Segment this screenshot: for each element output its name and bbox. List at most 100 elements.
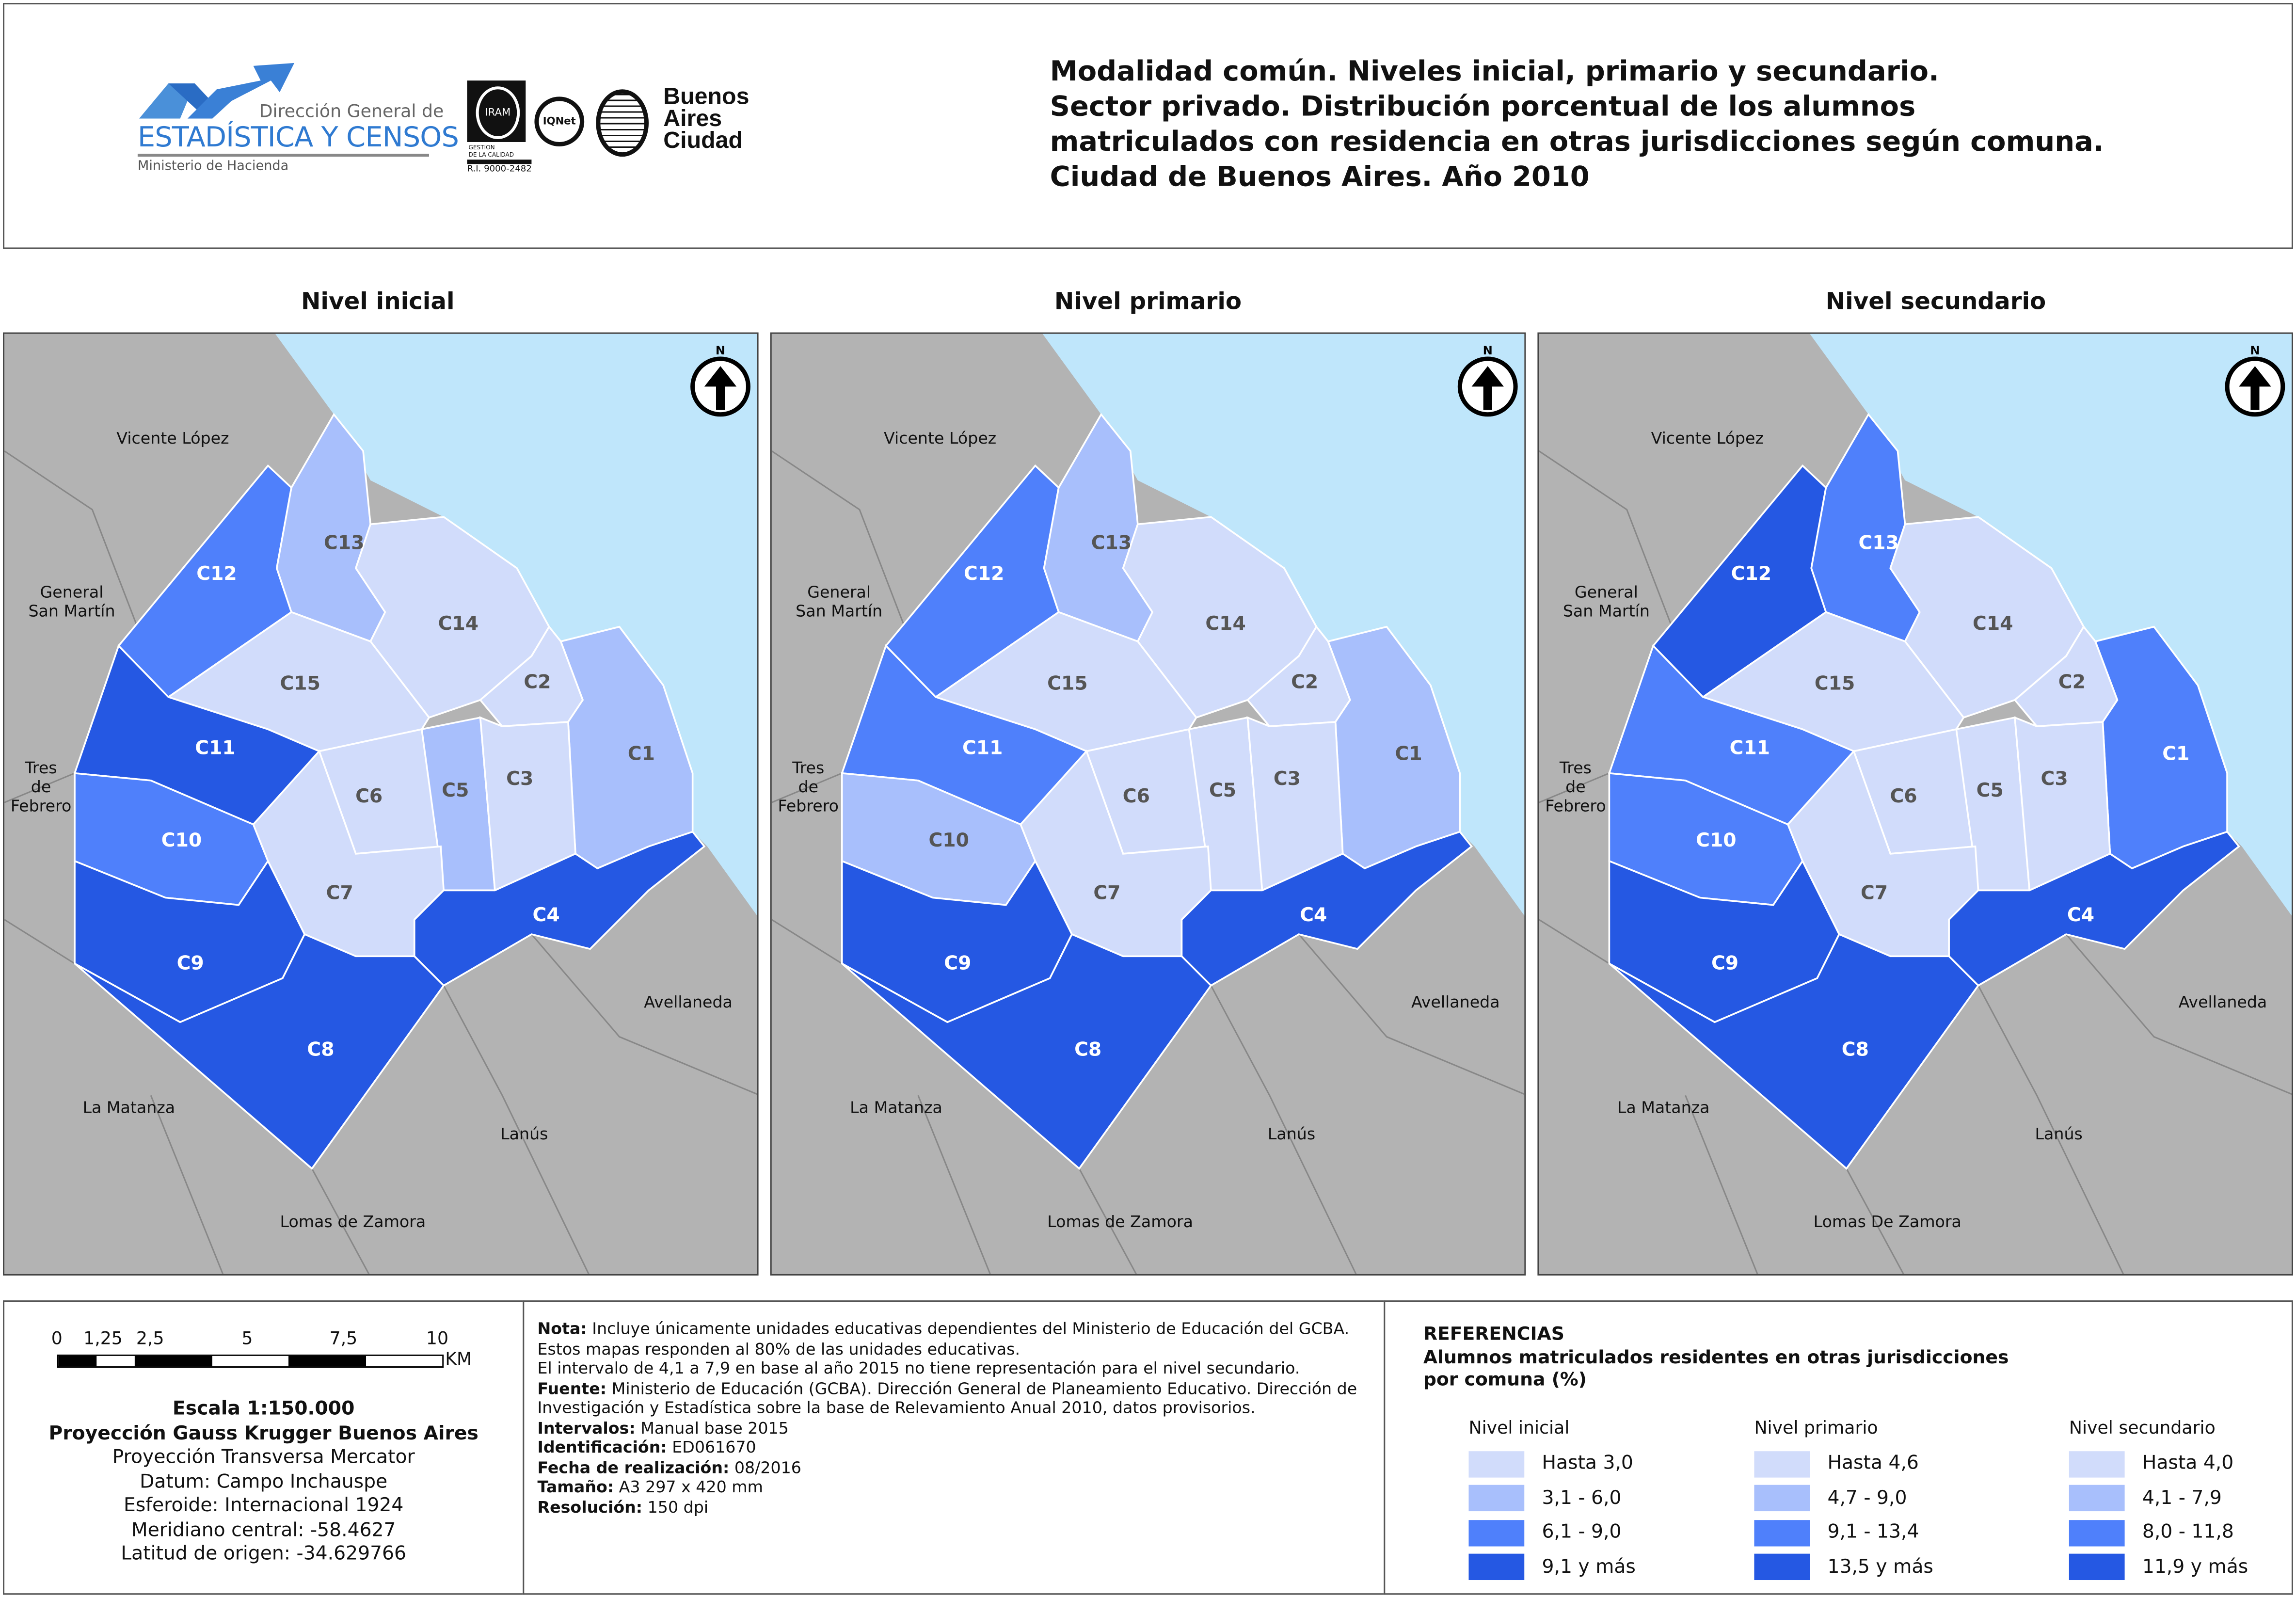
legend-swatch [1754, 1519, 1810, 1546]
rio-de-la-plata-water [275, 334, 757, 916]
legend-label: Hasta 4,0 [2142, 1453, 2234, 1475]
legend-heading: REFERENCIAS Alumnos matriculados resident… [1423, 1322, 2009, 1390]
legend-item: 3,1 - 6,0 [1468, 1481, 1635, 1516]
jurisdiction-boundary [1977, 985, 2124, 1274]
iram-seal-text: IRAM [476, 86, 520, 139]
neighbor-label: Lanús [1268, 1124, 1315, 1143]
neighbor-label: Tres de Febrero [11, 758, 71, 815]
comuna-c3[interactable] [479, 716, 576, 892]
neighbor-label: Avellaneda [2179, 992, 2267, 1011]
comuna-label: C12 [964, 563, 1004, 585]
jurisdiction-boundary [1846, 1168, 1904, 1274]
comuna-label: C11 [962, 737, 1003, 759]
comuna-c3[interactable] [2014, 716, 2111, 892]
north-label: N [2250, 344, 2260, 357]
legend-item: 4,7 - 9,0 [1754, 1481, 1933, 1516]
jurisdiction-boundary [1078, 1168, 1137, 1274]
comuna-label: C3 [1274, 768, 1301, 790]
jurisdiction-boundary [1539, 919, 1610, 964]
comuna-label: C10 [161, 830, 202, 851]
legend-column: Nivel primario Hasta 4,6 4,7 - 9,0 9,1 - 13… [1754, 1418, 1933, 1584]
comuna-label: C10 [929, 830, 969, 851]
north-label: N [716, 344, 725, 357]
dgec-line1: Dirección General de [259, 101, 444, 122]
map-panel-secundario[interactable]: C12 C13 C14 C2 C1 C15 C11 C10 C6 C5 C3 C7 C4 C9 C8 Vice… [1537, 332, 2293, 1276]
neighbor-label: Avellaneda [1411, 992, 1500, 1011]
comuna-label: C4 [1300, 904, 1327, 926]
comuna-label: C6 [355, 785, 383, 807]
legend-label: 9,1 - 13,4 [1827, 1521, 1919, 1544]
legend-label: Hasta 4,6 [1827, 1453, 1919, 1475]
comuna-label: C13 [1091, 532, 1132, 554]
legend-swatch [1468, 1451, 1525, 1477]
jurisdiction-boundary [4, 919, 75, 964]
sheet-title: Modalidad común. Niveles inicial, primar… [1050, 55, 2104, 193]
comuna-label: C5 [442, 780, 469, 801]
legend-label: 8,0 - 11,8 [2142, 1521, 2234, 1544]
legend-swatch [2069, 1485, 2125, 1512]
neighbor-label: La Matanza [82, 1098, 175, 1117]
scale-bar [57, 1354, 444, 1368]
legend-column-title: Nivel primario [1754, 1417, 1878, 1438]
jurisdiction-boundary [150, 1095, 224, 1274]
legend-swatch [1754, 1451, 1810, 1477]
comuna-label: C8 [1074, 1039, 1101, 1061]
comuna-label: C15 [280, 673, 320, 695]
comuna-label: C12 [196, 563, 237, 585]
jurisdiction-boundary [1210, 985, 1357, 1274]
comuna-label: C2 [524, 671, 551, 693]
jurisdiction-boundary [4, 772, 75, 803]
note-line: Identificación: ED061670 [537, 1438, 756, 1457]
comuna-c8[interactable] [841, 933, 1212, 1170]
comuna-c8[interactable] [74, 933, 445, 1170]
note-line: Investigación y Estadística sobre la bas… [537, 1398, 1256, 1418]
neighbor-label: General San Martín [1563, 582, 1650, 620]
comuna-label: C9 [944, 953, 971, 975]
rio-de-la-plata-water [1810, 334, 2292, 916]
neighbor-label: Vicente López [116, 429, 229, 447]
note-line: Fecha de realización: 08/2016 [537, 1457, 801, 1477]
map-panel-inicial[interactable]: C12 C13 C14 C2 C1 C15 C11 C10 C6 C5 C3 C7 C4 C9 C8 Vice… [3, 332, 759, 1276]
map-panel-primario[interactable]: C12 C13 C14 C2 C1 C15 C11 C10 C6 C5 C3 C7 C4 C9 C8 Vice… [770, 332, 1526, 1276]
comuna-label: C12 [1731, 563, 1771, 585]
legend-swatch [2069, 1451, 2125, 1477]
legend-item: 9,1 - 13,4 [1754, 1516, 1933, 1550]
jurisdiction-boundary [1539, 772, 1610, 803]
legend-column-title: Nivel inicial [1468, 1417, 1570, 1438]
map-title-primario: Nivel primario [1054, 287, 1242, 315]
neighbor-label: La Matanza [1617, 1098, 1710, 1117]
neighbor-label: La Matanza [850, 1098, 942, 1117]
comuna-label: C9 [1711, 953, 1738, 975]
jurisdiction-boundary [771, 919, 843, 964]
legend-swatch [1468, 1519, 1525, 1546]
comuna-label: C5 [1209, 780, 1236, 801]
iram-text: GESTION DE LA CALIDAD [468, 143, 514, 159]
jurisdiction-boundary [1298, 934, 1525, 1095]
dgec-line2: ESTADÍSTICA Y CENSOS [137, 121, 459, 154]
legend-column-title: Nivel secundario [2069, 1417, 2216, 1438]
neighbor-label: Lanús [2035, 1124, 2083, 1143]
notes-box: Nota: Incluye únicamente unidades educat… [523, 1300, 1386, 1595]
north-arrow-icon: N [690, 344, 750, 417]
map-title-inicial: Nivel inicial [301, 287, 455, 315]
neighbor-label: Lomas De Zamora [1814, 1212, 1961, 1231]
jurisdiction-boundary [1685, 1095, 1758, 1274]
neighbor-label: Tres de Febrero [1545, 758, 1606, 815]
legend-swatch [1468, 1485, 1525, 1512]
comuna-c8[interactable] [1609, 933, 1979, 1170]
legend-swatch [1468, 1554, 1525, 1581]
legend-item: 13,5 y más [1754, 1550, 1933, 1584]
comuna-label: C11 [195, 737, 235, 759]
iram-code: R.I. 9000-2482 [467, 160, 532, 174]
neighbor-label: Vicente López [884, 429, 996, 447]
comuna-c3[interactable] [1246, 716, 1344, 892]
comuna-label: C6 [1123, 785, 1150, 807]
legend-column: Nivel inicial Hasta 3,0 3,1 - 6,0 6,1 - 9,0… [1468, 1417, 1636, 1584]
comuna-label: C7 [1093, 882, 1120, 904]
comuna-label: C7 [326, 882, 353, 904]
comuna-label: C5 [1977, 780, 2004, 801]
legend-item: Hasta 4,6 [1754, 1447, 1933, 1481]
neighbor-label: Avellaneda [644, 992, 733, 1011]
comuna-label: C1 [2162, 743, 2189, 765]
neighbor-label: Lanús [500, 1124, 548, 1143]
